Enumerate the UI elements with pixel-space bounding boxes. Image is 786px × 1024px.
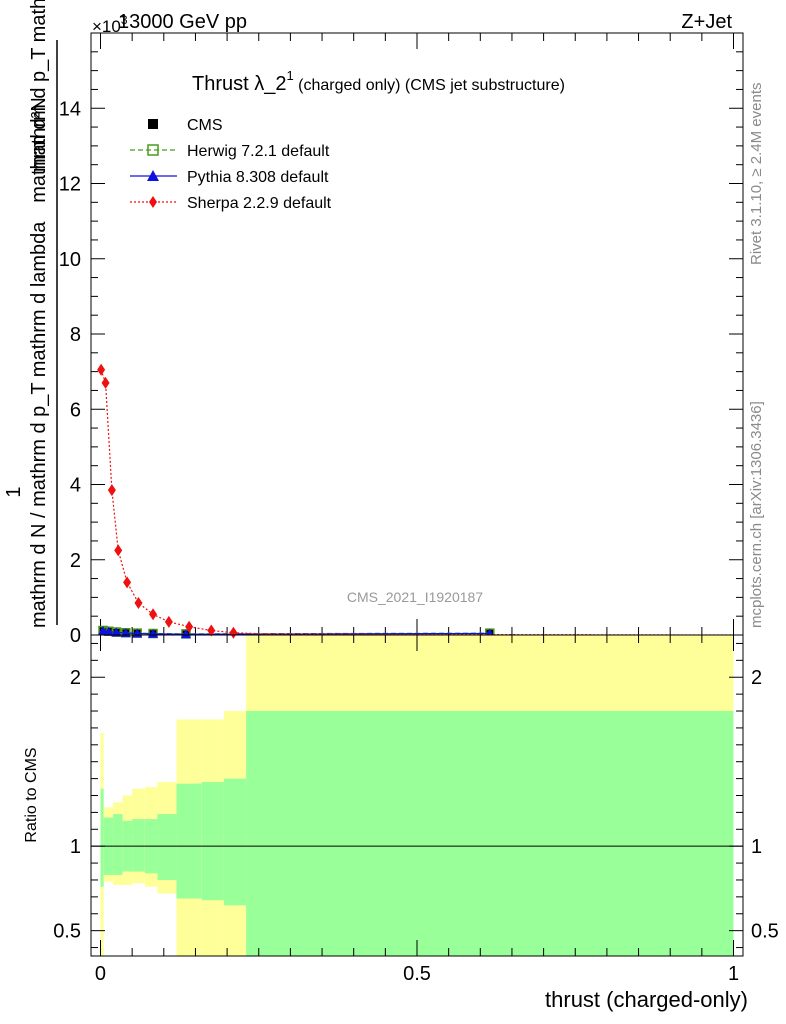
analysis-label: CMS_2021_I1920187 [347,589,483,605]
legend-label: Pythia 8.308 default [187,169,329,186]
ratio-band-inner [113,814,123,875]
ratio-y-ticks: 0.5 0.5 1 1 2 2 [53,642,779,949]
main-y-tick-label: 12 [59,174,81,196]
series-line [102,630,490,635]
sherpa-marker [123,576,132,589]
ratio-band-inner [223,778,247,906]
main-y-ticks: 0 2 4 6 8 10 12 14 [59,51,743,647]
sherpa-marker [97,363,106,376]
ratio-x-ticks: 0 0.5 1 [95,635,739,985]
ratio-y-tick-label: 0.5 [53,921,81,943]
ratio-y-tick-label-right: 1 [751,836,762,858]
sherpa-marker [207,624,216,637]
main-y-tick-label: 8 [70,324,81,346]
sherpa-marker [149,608,158,621]
pythia-marker [147,170,159,181]
ratio-band-inner [201,781,224,901]
main-y-tick-label: 10 [59,249,81,271]
ratio-y-tick-label-right: 0.5 [751,921,779,943]
legend-label: Sherpa 2.2.9 default [187,195,332,212]
legend-label: Herwig 7.2.1 default [187,143,330,160]
ratio-band-inner [100,788,104,887]
main-series [97,363,734,639]
ratio-y-tick-label: 1 [70,836,81,858]
sherpa-marker [134,597,143,610]
y-exponent-label: ×103 [92,13,128,36]
ratio-y-axis-label: Ratio to CMS [23,747,40,842]
y-label-top: mathrm d²N [28,97,50,203]
ratio-band-inner [176,783,202,899]
pythia-marker [111,627,122,637]
sherpa-marker [101,376,110,389]
sherpa-marker [114,544,123,557]
pythia-marker [180,629,191,639]
ratio-x-tick-label: 1 [728,963,739,985]
ratio-band-inner [132,819,145,872]
sherpa-marker [229,626,238,639]
main-y-tick-label: 2 [70,550,81,572]
main-y-tick-label: 14 [59,98,81,120]
ratio-y-tick-label-right: 2 [751,667,762,689]
chart-title: Thrust λ_21 (charged only) (CMS jet subs… [192,68,565,95]
cms-marker [148,119,158,129]
main-panel: 0 2 4 6 8 10 12 14 CMS_2021_I1920187 Thrust λ_2… [59,32,744,647]
x-axis-label: thrust (charged-only) [545,987,748,1012]
header-left: 13000 GeV pp [118,11,247,33]
sherpa-marker [164,615,173,628]
main-y-tick-label: 6 [70,399,81,421]
sherpa-marker [185,620,194,633]
rivet-version-label: Rivet 3.1.10, ≥ 2.4M events [748,83,765,266]
main-y-tick-label: 0 [70,625,81,647]
ratio-bands [100,635,734,956]
ratio-band-inner [246,711,734,956]
y-label-bottom: mathrm d N / mathrm d p_T mathrm d lambd… [28,221,50,628]
sherpa-marker [107,484,116,497]
header-right: Z+Jet [681,11,732,33]
ratio-y-tick-label: 2 [70,667,81,689]
ratio-x-tick-label: 0.5 [403,963,431,985]
main-y-axis-label: 1 mathrm d²N mathrm d p_T mathrm d lambd… [3,0,58,628]
mcplots-reference-label: mcplots.cern.ch [arXiv:1306.3436] [748,401,765,628]
main-y-tick-label: 4 [70,475,81,497]
sherpa-marker [149,196,157,208]
ratio-band-inner [157,814,177,880]
y-label-numerator: 1 [3,486,25,497]
y-label-mid: mathrm d p_T mathrm d lambda [28,0,50,172]
legend-label: CMS [187,117,223,134]
ratio-x-tick-label: 0 [95,963,106,985]
ratio-panel: 0.5 0.51 12 2 0 0.5 1 [53,634,779,985]
pythia-marker [148,628,159,638]
herwig-marker [147,144,159,156]
pythia-marker [103,626,114,636]
legend: CMS Herwig 7.2.1 default Pythia 8.308 defa… [130,117,332,212]
